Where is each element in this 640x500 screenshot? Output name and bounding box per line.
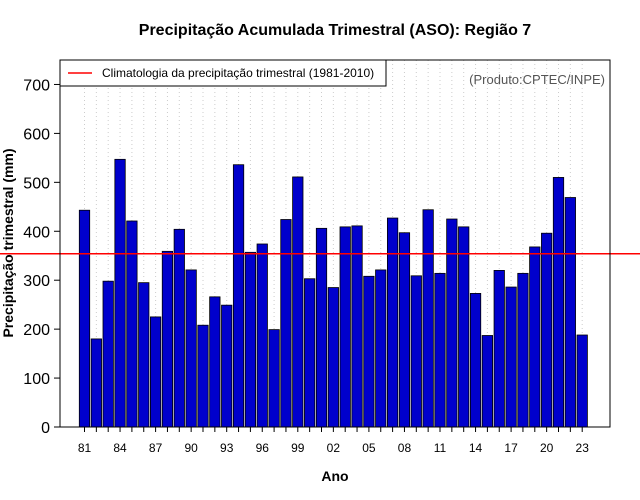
bar-1986 <box>138 282 150 428</box>
bar-2013 <box>458 226 470 428</box>
bar-2012 <box>446 218 458 428</box>
bar-1993 <box>221 304 233 428</box>
y-axis-label: Precipitação trimestral (mm) <box>0 148 16 337</box>
x-tick-label: 23 <box>576 441 590 455</box>
x-tick-label: 11 <box>434 441 447 455</box>
x-tick-label: 17 <box>504 441 518 455</box>
bar-2023 <box>576 334 588 428</box>
x-tick-label: 99 <box>291 441 305 455</box>
x-tick-label: 87 <box>149 441 163 455</box>
bar-2001 <box>315 227 328 428</box>
bar-1983 <box>102 280 114 428</box>
bar-1991 <box>197 324 209 428</box>
bar-1996 <box>256 243 268 428</box>
legend-box <box>59 59 387 87</box>
bar-1997 <box>268 329 280 428</box>
y-tick-label: 400 <box>23 224 50 241</box>
bar-2009 <box>410 275 422 428</box>
bar-1985 <box>126 220 138 428</box>
legend: Climatologia da precipitação trimestral … <box>59 59 387 87</box>
bar-2008 <box>398 232 411 428</box>
x-axis: 81 84 87 90 93 96 99 02 05 08 11 14 17 20 23 <box>78 427 589 455</box>
y-tick-label: 700 <box>23 77 50 94</box>
x-tick-label: 20 <box>540 441 554 455</box>
x-tick-label: 96 <box>256 441 270 455</box>
bar-1988 <box>161 250 174 428</box>
bar-2018 <box>517 272 529 428</box>
x-tick-label: 84 <box>113 441 127 455</box>
bar-2022 <box>564 197 576 428</box>
x-tick-label: 14 <box>469 441 483 455</box>
bar-2005 <box>363 275 375 428</box>
bar-1989 <box>173 228 185 428</box>
x-tick-label: 81 <box>78 441 92 455</box>
y-tick-label: 500 <box>23 175 50 192</box>
bar-2004 <box>351 225 363 428</box>
bar-1984 <box>114 158 126 428</box>
legend-label: Climatologia da precipitação trimestral … <box>102 66 374 80</box>
y-tick-label: 100 <box>23 371 50 388</box>
x-axis-label: Ano <box>321 468 348 484</box>
bar-2003 <box>339 226 351 428</box>
bar-1994 <box>232 164 245 428</box>
y-tick-label: 300 <box>23 273 50 290</box>
y-tick-label: 0 <box>41 420 50 437</box>
bar-2017 <box>505 286 517 428</box>
bar-2021 <box>552 177 565 428</box>
bar-2015 <box>481 335 494 428</box>
chart-title: Precipitação Acumulada Trimestral (ASO):… <box>139 22 532 39</box>
bar-2000 <box>304 278 316 428</box>
bar-2002 <box>327 287 339 428</box>
bar-1999 <box>292 176 304 428</box>
bar-2007 <box>386 217 399 428</box>
x-tick-label: 05 <box>362 441 376 455</box>
y-axis: 0 100 200 300 400 500 600 700 <box>23 77 60 437</box>
bar-2016 <box>493 270 505 428</box>
y-tick-label: 200 <box>23 322 50 339</box>
bar-1998 <box>280 219 292 428</box>
bar-2020 <box>541 232 553 428</box>
bar-2006 <box>375 269 387 428</box>
x-tick-label: 08 <box>398 441 412 455</box>
bars <box>78 158 588 428</box>
bar-1990 <box>185 269 197 428</box>
bar-1995 <box>244 251 256 428</box>
x-tick-label: 93 <box>220 441 234 455</box>
bar-2014 <box>469 293 482 428</box>
bar-1992 <box>209 296 221 428</box>
bar-1982 <box>90 338 102 428</box>
bar-2010 <box>422 209 434 428</box>
bar-2011 <box>434 272 446 428</box>
bar-2019 <box>529 246 541 428</box>
x-tick-label: 02 <box>327 441 341 455</box>
y-tick-label: 600 <box>23 126 50 143</box>
bar-1981 <box>78 209 91 428</box>
credit-text: (Produto:CPTEC/INPE) <box>469 72 605 87</box>
x-tick-label: 90 <box>184 441 198 455</box>
bar-1987 <box>149 316 162 428</box>
